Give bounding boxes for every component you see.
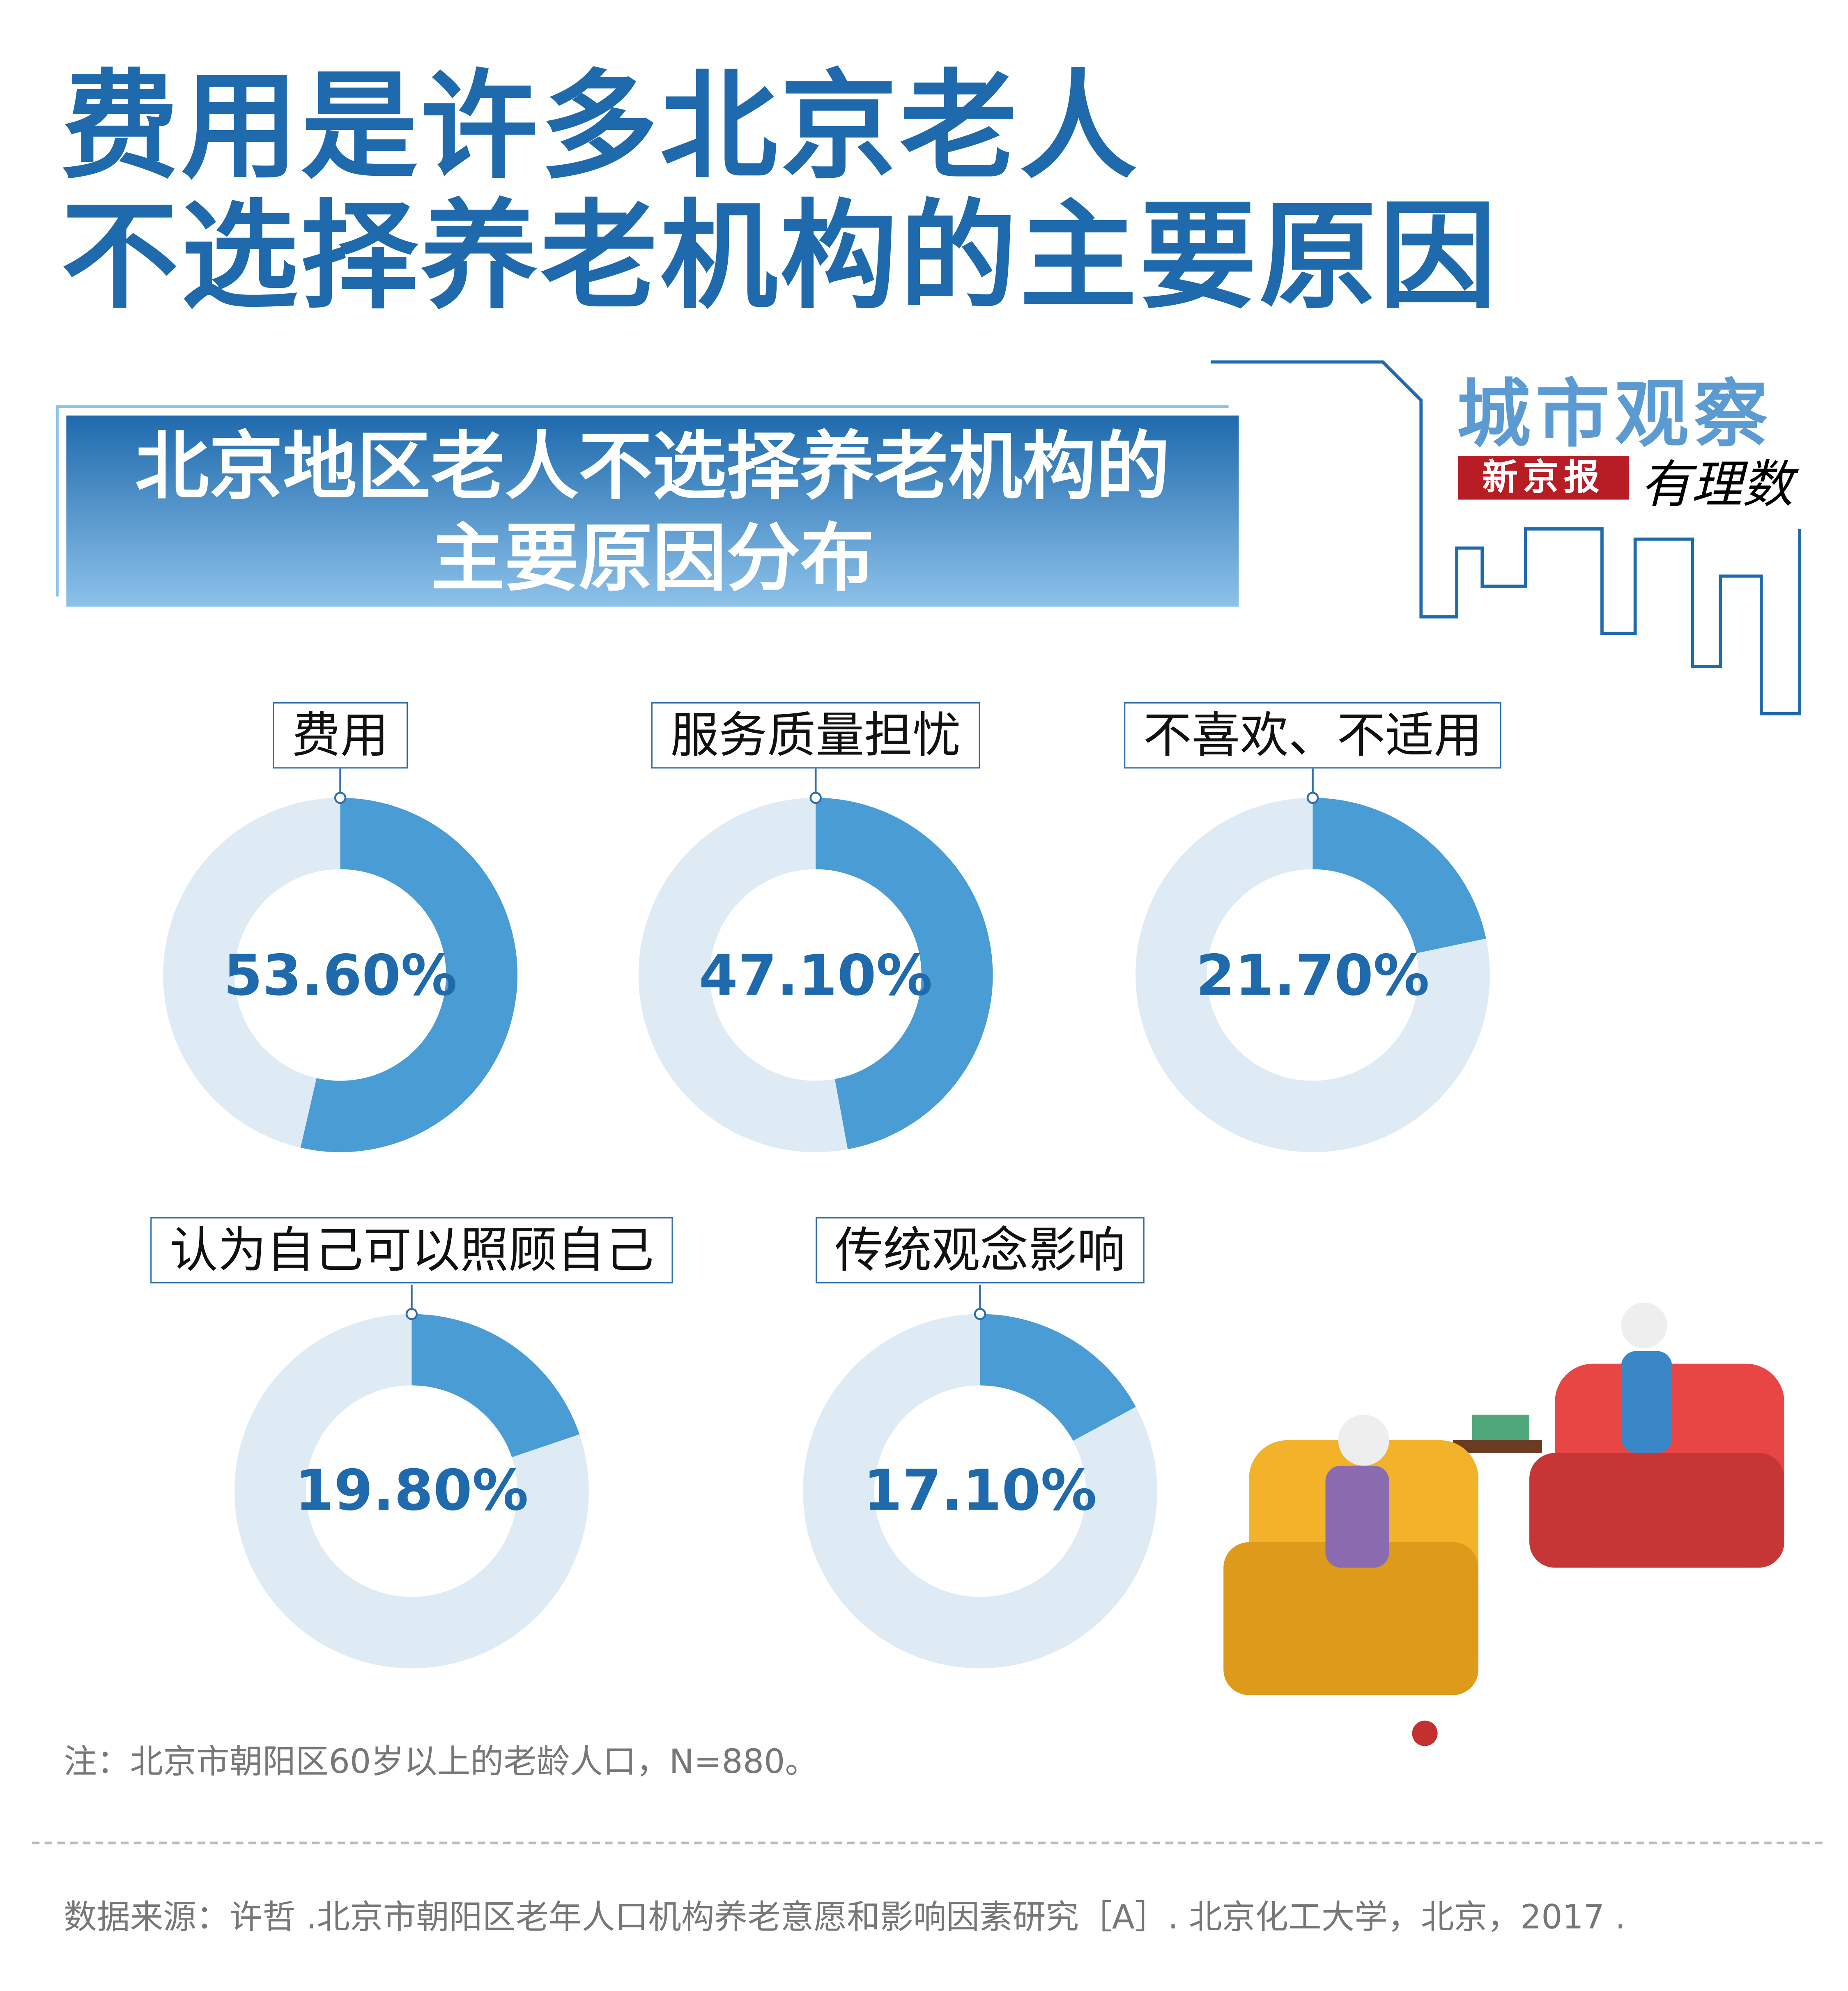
donut-segment (301, 798, 517, 1152)
title-line-2: 不选择养老机构的主要原因 (61, 189, 1499, 325)
donut-segment (1312, 798, 1486, 954)
elderly-couple-illustration (1223, 1302, 1784, 1746)
subtitle-line-1: 北京地区老人不选择养老机构的 (135, 423, 1170, 510)
column-logo: 城市观察 (1457, 371, 1773, 458)
connector-dot (334, 791, 347, 804)
data-label: 19.80% (295, 1458, 529, 1524)
footnote: 注：北京市朝阳区60岁以上的老龄人口，N=880。 (64, 1743, 818, 1782)
skyline-decoration (1211, 360, 1801, 715)
brand-logo: 有理数 (1640, 456, 1793, 515)
title-line-1: 费用是许多北京老人 (61, 58, 1140, 195)
donut-charts (163, 768, 1490, 1669)
data-label: 47.10% (699, 944, 933, 1009)
newspaper-logo: 新京报 (1458, 456, 1629, 500)
source-note: 数据来源：许哲 .北京市朝阳区老年人口机构养老意愿和影响因素研究［A］. 北京化… (64, 1899, 1626, 1938)
category-label: 不喜欢、不适用 (1124, 702, 1501, 769)
connector-dot (809, 791, 822, 804)
subtitle-frame-top (56, 405, 1229, 408)
connector-dot (974, 1308, 986, 1320)
category-label: 服务质量担忧 (651, 702, 980, 769)
divider (32, 1842, 1823, 1844)
data-label: 21.70% (1196, 944, 1430, 1009)
subtitle-frame-left (56, 405, 59, 597)
donut-segment (815, 798, 993, 1150)
category-label: 认为自己可以照顾自己 (150, 1217, 673, 1284)
connector-dot (1306, 791, 1319, 804)
data-label: 53.60% (223, 944, 457, 1009)
subtitle-banner: 北京地区老人不选择养老机构的 主要原因分布 (66, 415, 1239, 607)
subtitle-line-2: 主要原因分布 (430, 515, 874, 602)
data-label: 17.10% (863, 1458, 1097, 1524)
category-label: 费用 (273, 702, 408, 769)
connector-dot (405, 1308, 418, 1320)
donut-segment (979, 1314, 1136, 1442)
category-label: 传统观念影响 (816, 1217, 1145, 1284)
donut-segment (411, 1314, 579, 1458)
